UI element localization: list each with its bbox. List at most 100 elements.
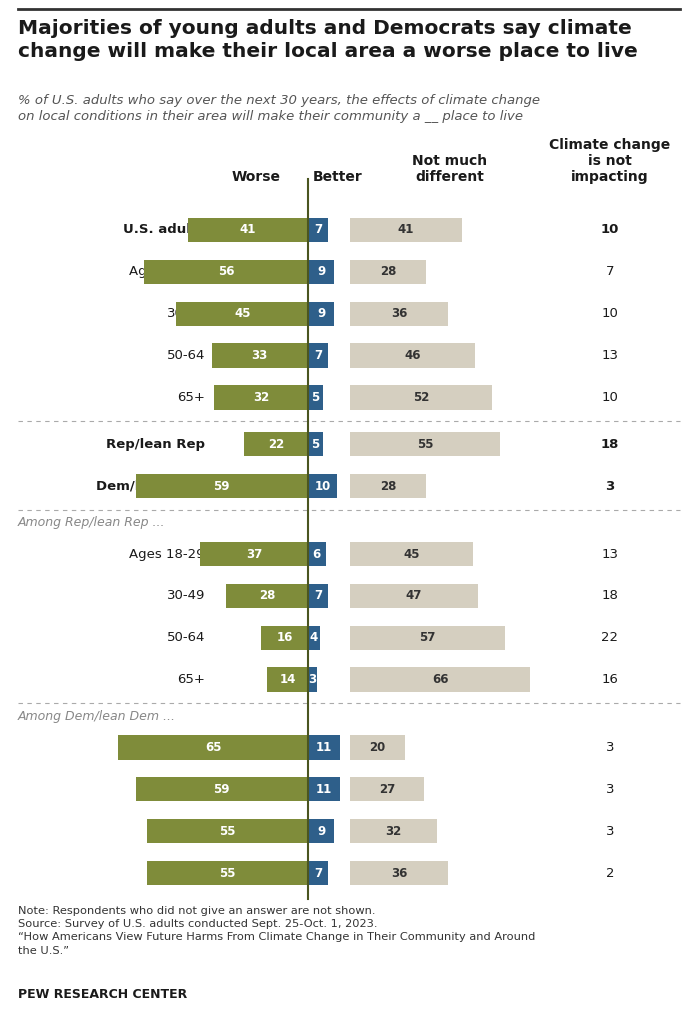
Text: 10: 10: [314, 479, 331, 493]
Text: 56: 56: [218, 265, 235, 279]
Text: 65+: 65+: [177, 866, 205, 880]
Text: 30-49: 30-49: [167, 782, 205, 796]
Bar: [350, 343, 475, 368]
Bar: [226, 584, 308, 608]
Text: 20: 20: [369, 741, 385, 754]
Text: 33: 33: [252, 349, 268, 362]
Text: 55: 55: [219, 824, 236, 838]
Text: 50-64: 50-64: [167, 824, 205, 838]
Text: 13: 13: [602, 349, 618, 362]
Text: PEW RESEARCH CENTER: PEW RESEARCH CENTER: [18, 988, 187, 1001]
Text: Note: Respondents who did not give an answer are not shown.
Source: Survey of U.: Note: Respondents who did not give an an…: [18, 906, 535, 955]
Text: 11: 11: [316, 741, 332, 754]
Bar: [214, 385, 308, 410]
Bar: [308, 218, 328, 242]
Bar: [147, 819, 308, 844]
Text: 18: 18: [602, 590, 618, 602]
Text: Ages 18-29: Ages 18-29: [130, 741, 205, 754]
Bar: [308, 385, 323, 410]
Bar: [188, 218, 308, 242]
Text: 22: 22: [268, 438, 284, 451]
Text: 41: 41: [398, 223, 414, 237]
Text: Worse: Worse: [232, 170, 281, 184]
Bar: [350, 819, 437, 844]
Text: 5: 5: [311, 438, 319, 451]
Bar: [350, 301, 448, 326]
Text: 50-64: 50-64: [167, 349, 205, 362]
Text: 45: 45: [403, 548, 420, 560]
Text: 55: 55: [417, 438, 433, 451]
Text: 3: 3: [308, 673, 316, 686]
Bar: [350, 626, 505, 650]
Bar: [144, 260, 308, 284]
Bar: [350, 861, 448, 885]
Text: Climate change
is not
impacting: Climate change is not impacting: [550, 137, 670, 184]
Bar: [308, 343, 328, 368]
Bar: [350, 777, 423, 802]
Text: 7: 7: [314, 349, 322, 362]
Text: 30-49: 30-49: [167, 590, 205, 602]
Text: 2: 2: [606, 866, 614, 880]
Bar: [308, 861, 328, 885]
Bar: [261, 626, 308, 650]
Text: 32: 32: [253, 391, 269, 403]
Bar: [147, 861, 308, 885]
Text: 28: 28: [259, 590, 276, 602]
Text: 52: 52: [413, 391, 429, 403]
Text: 59: 59: [214, 782, 230, 796]
Text: 36: 36: [391, 307, 407, 321]
Text: 7: 7: [314, 223, 322, 237]
Text: 13: 13: [602, 548, 618, 560]
Text: 66: 66: [432, 673, 448, 686]
Bar: [135, 474, 308, 499]
Bar: [308, 474, 337, 499]
Text: Ages 18-29: Ages 18-29: [130, 265, 205, 279]
Text: 36: 36: [391, 866, 407, 880]
Text: Dem/lean Dem: Dem/lean Dem: [96, 479, 205, 493]
Text: 28: 28: [380, 479, 396, 493]
Text: 50-64: 50-64: [167, 631, 205, 644]
Text: 9: 9: [317, 307, 325, 321]
Text: 65: 65: [205, 741, 221, 754]
Text: 45: 45: [234, 307, 251, 321]
Bar: [308, 777, 340, 802]
Text: 41: 41: [240, 223, 256, 237]
Bar: [118, 735, 308, 760]
Text: 9: 9: [317, 265, 325, 279]
Text: 37: 37: [246, 548, 262, 560]
Text: 7: 7: [606, 265, 614, 279]
Text: 55: 55: [219, 866, 236, 880]
Text: 10: 10: [602, 307, 618, 321]
Bar: [350, 735, 405, 760]
Bar: [200, 542, 308, 566]
Text: 57: 57: [420, 631, 436, 644]
Bar: [308, 542, 325, 566]
Bar: [212, 343, 308, 368]
Text: 22: 22: [602, 631, 618, 644]
Text: 7: 7: [314, 866, 322, 880]
Bar: [244, 432, 308, 457]
Bar: [350, 432, 500, 457]
Text: Among Rep/lean Rep ...: Among Rep/lean Rep ...: [18, 516, 165, 529]
Text: 11: 11: [316, 782, 332, 796]
Text: 18: 18: [601, 438, 619, 451]
Text: Rep/lean Rep: Rep/lean Rep: [106, 438, 205, 451]
Bar: [350, 260, 426, 284]
Text: 3: 3: [605, 479, 615, 493]
Text: 47: 47: [406, 590, 422, 602]
Text: Majorities of young adults and Democrats say climate
change will make their loca: Majorities of young adults and Democrats…: [18, 19, 638, 60]
Bar: [350, 668, 530, 692]
Bar: [308, 432, 323, 457]
Text: 5: 5: [311, 391, 319, 403]
Bar: [308, 819, 335, 844]
Text: 16: 16: [276, 631, 293, 644]
Text: 14: 14: [280, 673, 296, 686]
Text: 65+: 65+: [177, 673, 205, 686]
Text: 46: 46: [405, 349, 421, 362]
Text: 59: 59: [214, 479, 230, 493]
Text: Not much
different: Not much different: [412, 154, 488, 184]
Text: 7: 7: [314, 590, 322, 602]
Text: 10: 10: [601, 223, 619, 237]
Bar: [176, 301, 308, 326]
Bar: [308, 668, 316, 692]
